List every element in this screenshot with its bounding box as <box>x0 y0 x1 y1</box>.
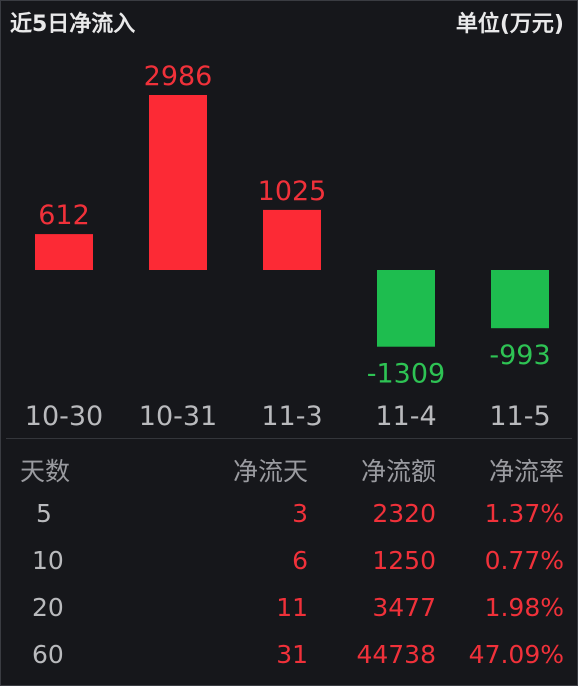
bar-10-31 <box>149 95 207 270</box>
table-header-row: 天数 净流天 净流额 净流率 <box>0 452 578 492</box>
flow-rate-cell: 0.77% <box>484 546 564 575</box>
flow-amount-cell: 44738 <box>356 640 436 669</box>
days-cell: 10 <box>32 546 64 575</box>
x-tick-label: 10-31 <box>139 401 217 432</box>
x-tick-label: 11-5 <box>489 401 550 432</box>
flow-amount-cell: 2320 <box>372 499 436 528</box>
table-row: 20 11 3477 1.98% <box>0 593 578 633</box>
net-inflow-bar-chart: 612 10-30 2986 10-31 1025 11-3 -1309 11-4 -993 11… <box>25 61 551 432</box>
table-row: 5 3 2320 1.37% <box>0 499 578 539</box>
flow-rate-cell: 1.98% <box>484 593 564 622</box>
bar-value-label: -1309 <box>367 359 445 390</box>
days-cell: 60 <box>32 640 64 669</box>
flow-amount-cell: 1250 <box>372 546 436 575</box>
bar-value-label: 612 <box>38 200 90 231</box>
bar-11-3 <box>263 209 321 270</box>
x-tick-label: 11-4 <box>375 401 436 432</box>
flow-days-cell: 6 <box>292 546 308 575</box>
bar-11-4 <box>377 270 435 347</box>
days-cell: 5 <box>36 499 52 528</box>
flow-amount-cell: 3477 <box>372 593 436 622</box>
header-days: 天数 <box>20 457 71 486</box>
bar-11-5 <box>491 270 549 329</box>
header-flow-days: 净流天 <box>232 457 308 486</box>
unit-label: 单位(万元) <box>455 12 564 37</box>
flow-rate-cell: 47.09% <box>468 640 564 669</box>
table-row: 60 31 44738 47.09% <box>0 640 578 680</box>
bar-value-label: 1025 <box>258 176 327 207</box>
header-flow-rate: 净流率 <box>488 457 564 486</box>
flow-rate-cell: 1.37% <box>484 499 564 528</box>
flow-days-cell: 31 <box>276 640 308 669</box>
flow-days-cell: 3 <box>292 499 308 528</box>
header-flow-amount: 净流额 <box>360 457 436 486</box>
bar-value-label: -993 <box>489 340 550 371</box>
section-divider <box>6 438 572 439</box>
flow-days-cell: 11 <box>276 593 308 622</box>
x-tick-label: 11-3 <box>261 401 322 432</box>
bar-value-label: 2986 <box>144 61 213 92</box>
days-cell: 20 <box>32 593 64 622</box>
bar-10-30 <box>35 234 93 270</box>
x-tick-label: 10-30 <box>25 401 103 432</box>
table-row: 10 6 1250 0.77% <box>0 546 578 586</box>
chart-title: 近5日净流入 <box>10 12 136 37</box>
